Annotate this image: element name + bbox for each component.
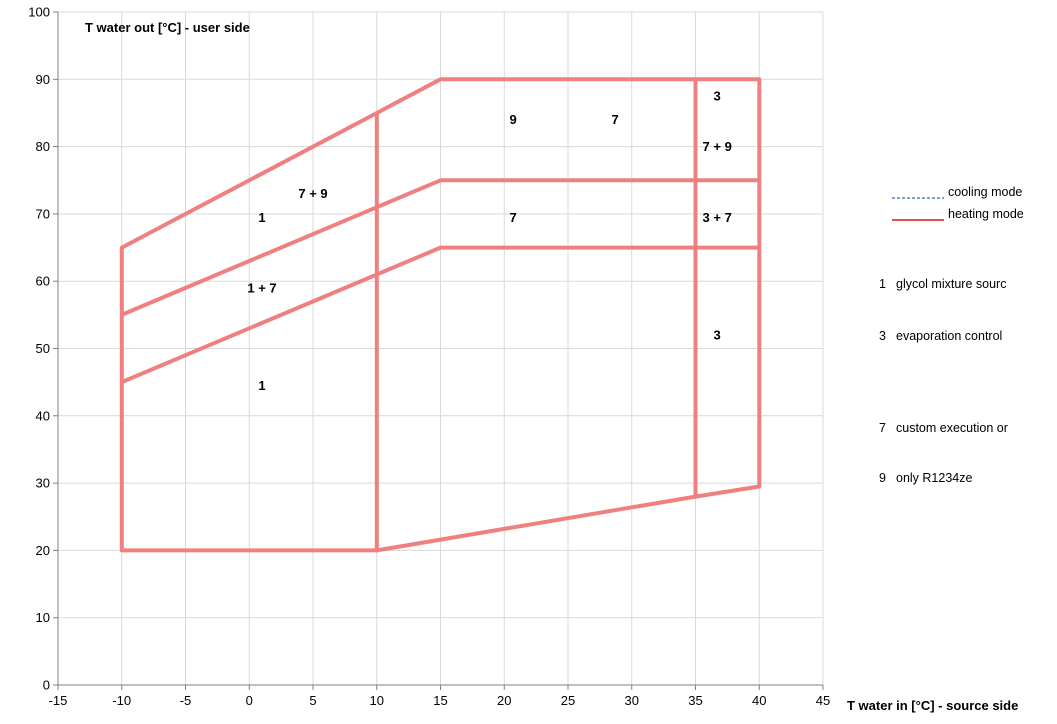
y-tick-label: 60	[36, 274, 50, 289]
note-text: only R1234ze	[896, 471, 972, 485]
axes: -15 -10 -5 0 5 10 15 20 25 30 35 40 45 0 10 20 30 40 50 60 7…	[28, 5, 830, 709]
y-tick-label: 100	[28, 5, 50, 20]
x-tick-label: -5	[180, 693, 192, 708]
y-tick-label: 0	[43, 678, 50, 693]
note-item: 1 glycol mixture sourc	[879, 277, 1006, 291]
x-axis-title: T water in [°C] - source side	[847, 698, 1018, 713]
x-tick-label: 5	[309, 693, 316, 708]
zone-label: 3	[714, 89, 721, 104]
y-axis-title: T water out [°C] - user side	[85, 20, 250, 35]
note-item: 7 custom execution or	[879, 421, 1008, 435]
x-tick-label: 45	[816, 693, 830, 708]
note-text: custom execution or	[896, 421, 1008, 435]
x-tick-label: 40	[752, 693, 766, 708]
y-tick-label: 30	[36, 476, 50, 491]
zone-label: 7 + 9	[703, 139, 732, 154]
x-tick-label: 30	[625, 693, 639, 708]
envelope-line	[119, 245, 762, 385]
envelope-line	[119, 178, 762, 317]
envelope-line	[119, 77, 762, 553]
zone-label: 7 + 9	[298, 186, 327, 201]
zone-label: 1	[258, 210, 265, 225]
note-number: 9	[879, 471, 886, 485]
zone-label: 7	[612, 112, 619, 127]
notes: 1 glycol mixture sourc 3 evaporation contro…	[879, 277, 1008, 485]
x-tick-label: -10	[112, 693, 131, 708]
y-tick-label: 90	[36, 72, 50, 87]
x-tick-label: 20	[497, 693, 511, 708]
y-tick-label: 70	[36, 206, 50, 221]
grid	[58, 11, 824, 685]
x-tick-label: 25	[561, 693, 575, 708]
legend-entry: heating mode	[892, 207, 1024, 221]
x-tick-label: 0	[246, 693, 253, 708]
x-tick-label: 15	[433, 693, 447, 708]
x-tick-label: -15	[49, 693, 68, 708]
y-tick-label: 50	[36, 341, 50, 356]
y-tick-label: 20	[36, 543, 50, 558]
note-number: 7	[879, 421, 886, 435]
zone-label: 1 + 7	[247, 280, 276, 295]
x-tick-label: 35	[688, 693, 702, 708]
series	[119, 77, 762, 553]
legend-label: cooling mode	[948, 185, 1022, 199]
note-text: glycol mixture sourc	[896, 277, 1006, 291]
note-item: 9 only R1234ze	[879, 471, 972, 485]
zone-labels: 3 9 7 7 + 9 7 + 9 1 7 3 + 7 1 + 7 3 1	[247, 89, 731, 393]
zone-label: 3 + 7	[703, 210, 732, 225]
y-tick-label: 10	[36, 610, 50, 625]
zone-label: 1	[258, 378, 265, 393]
note-number: 1	[879, 277, 886, 291]
legend-entry: cooling mode	[892, 185, 1022, 199]
x-tick-label: 10	[370, 693, 384, 708]
y-tick-label: 80	[36, 139, 50, 154]
y-tick-label: 40	[36, 408, 50, 423]
zone-label: 7	[510, 210, 517, 225]
legend-label: heating mode	[948, 207, 1024, 221]
legend: cooling mode heating mode	[892, 185, 1024, 221]
note-item: 3 evaporation control	[879, 329, 1002, 343]
zone-label: 9	[510, 112, 517, 127]
zone-label: 3	[714, 328, 721, 343]
note-text: evaporation control	[896, 329, 1002, 343]
note-number: 3	[879, 329, 886, 343]
